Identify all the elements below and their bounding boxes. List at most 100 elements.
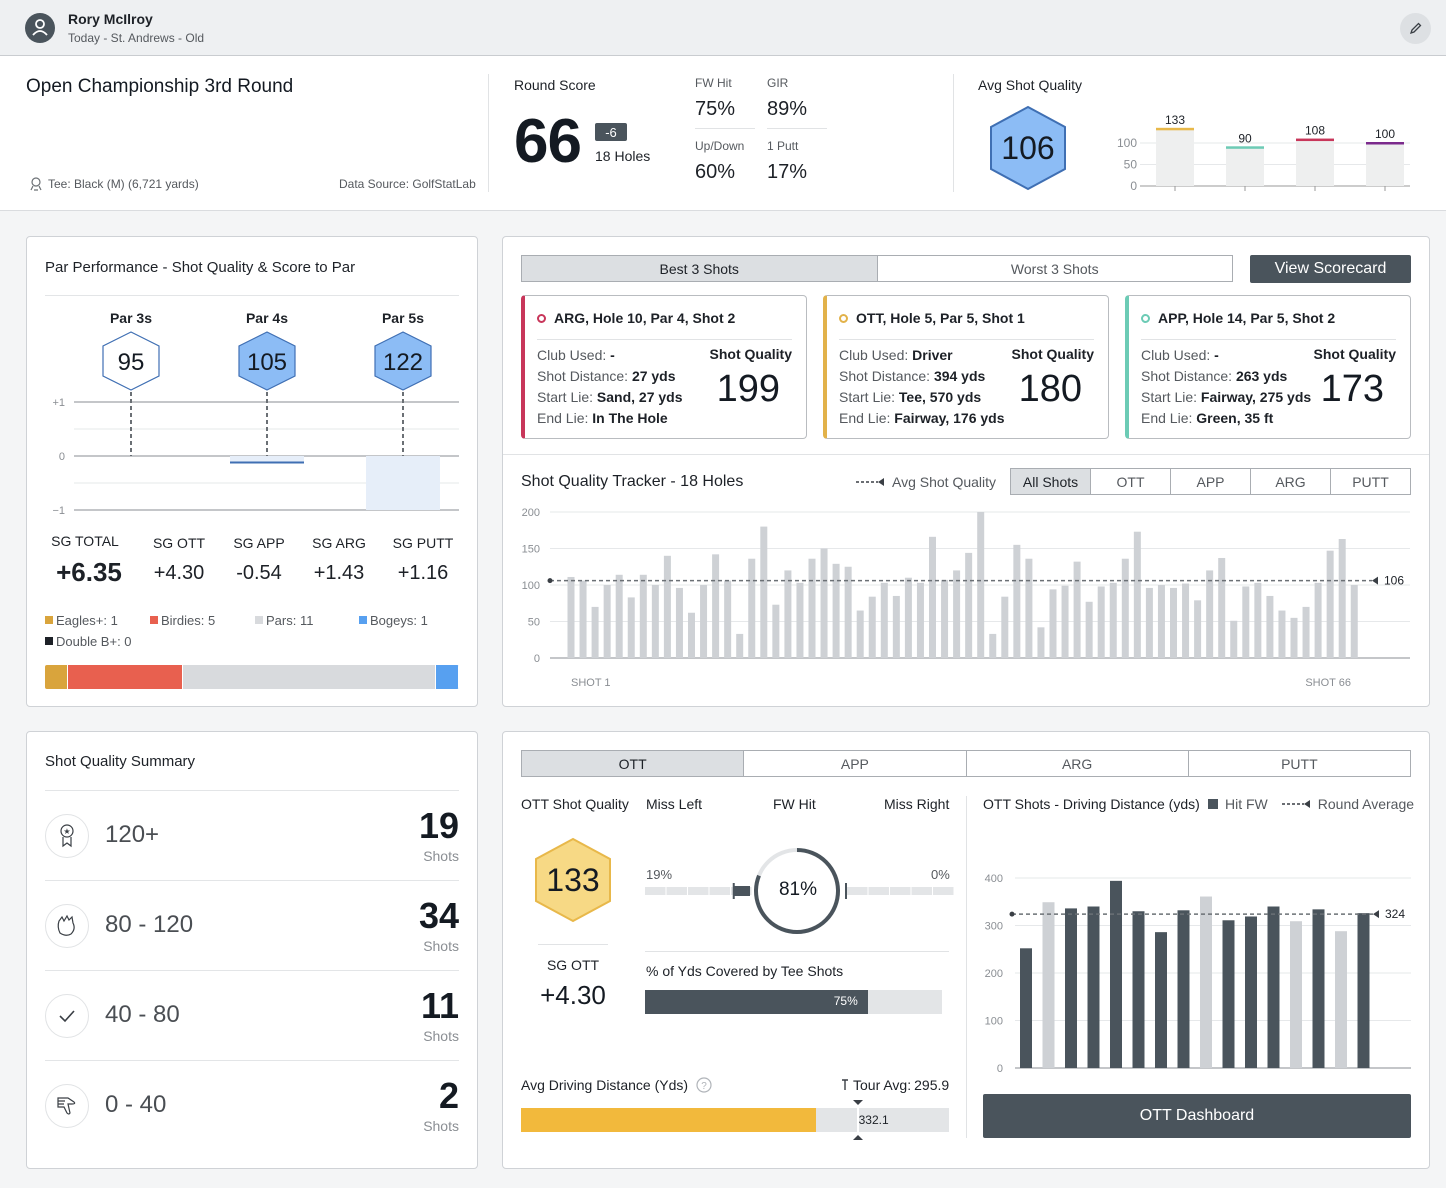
legend-swatch [255,616,263,624]
shot-bar [965,552,973,658]
tab-arg[interactable]: ARG [967,751,1189,776]
y-tick-label: 50 [1124,158,1138,172]
ott-chart-title: OTT Shots - Driving Distance (yds) [983,796,1200,812]
field-label: Shot Distance: [1141,368,1236,384]
shot-bar [892,595,900,658]
shot-bar [1145,587,1153,658]
hexagon-icon [990,105,1066,191]
shot-bar [748,558,756,658]
field-value: Green, 35 ft [1196,410,1274,426]
shot-bar [1338,539,1346,658]
ott-dashboard-button[interactable]: OTT Dashboard [983,1094,1411,1138]
shot-bar [844,566,852,658]
filter-putt[interactable]: PUTT [1352,473,1389,490]
score-distribution-segment [45,665,68,689]
filter-arg[interactable]: ARG [1251,469,1331,494]
shot-distance: Shot Distance: 394 yds [839,368,985,384]
gauge-fill [754,848,840,934]
divider [695,128,755,129]
svg-text:?: ? [701,1081,707,1092]
shot-bar [591,606,599,658]
round-header: Open Championship 3rd Round Tee: Black (… [0,56,1446,211]
avg-sq-value: 106 [1001,130,1055,166]
filter-all-shots[interactable]: All Shots [1011,469,1091,494]
summary-unit: Shots [423,938,459,954]
summary-unit: Shots [423,1028,459,1044]
legend-pars: Pars: 11 [255,613,313,628]
shot-quality-value: 173 [1320,368,1384,410]
edit-button[interactable] [1400,13,1431,44]
tab-putt[interactable]: PUTT [1281,755,1318,772]
driving-distance-fill [521,1108,816,1132]
shot-card[interactable]: OTT, Hole 5, Par 5, Shot 1 Club Used: Dr… [823,295,1109,439]
summary-row: ★ 120+ 19 Shots [45,790,459,880]
filter-app[interactable]: APP [1171,469,1251,494]
hexagon-icon [535,837,611,923]
shot-bar [868,596,876,658]
shot-bar [1206,570,1214,658]
drive-bar-miss [1200,896,1212,1068]
shot-bar [820,548,828,658]
legend-bogeys: Bogeys: 1 [359,613,428,628]
shot-bar [941,579,949,658]
par-group-label: Par 3s [110,310,152,326]
shot-bar [1049,589,1057,658]
coverage-bar: 75% [645,990,942,1014]
shot-bar [1266,595,1274,658]
tab-ott[interactable]: OTT [522,751,745,776]
summary-card: Shot Quality Summary ★ 120+ 19 Shots 80 … [26,731,478,1169]
par-group-label: Par 5s [382,310,424,326]
tracker-legend: Avg Shot Quality [856,474,996,490]
sg-putt-label: SG PUTT [392,535,454,551]
shot-bar [1194,600,1202,658]
field-value: Sand, 27 yds [596,389,683,405]
shot-bar [603,585,611,658]
divider [503,454,1429,455]
question-circle-icon[interactable]: ? [696,1077,712,1093]
avg-marker [1372,576,1378,585]
sg-arg-label: SG ARG [312,535,366,551]
shot-bar [772,604,780,658]
shot-bar [1133,531,1141,658]
drive-bar-hit [1312,909,1325,1068]
shot-bar [1326,550,1334,658]
round-title: Open Championship 3rd Round [26,76,294,97]
shot-card[interactable]: APP, Hole 14, Par 5, Shot 2 Club Used: -… [1125,295,1411,439]
shot-bar [1170,587,1177,658]
hexagon-icon [374,331,432,391]
field-value: Fairway, 176 yds [894,410,1005,426]
divider [45,295,459,296]
tab-best-shots[interactable]: Best 3 Shots [522,256,878,281]
shot-bar [1085,601,1093,658]
sg-ott-value: +4.30 [540,980,606,1010]
miss-left-pct: 19% [646,867,673,882]
avatar[interactable] [25,13,55,43]
sg-putt-value: +1.16 [397,562,449,584]
shot-bar [1242,586,1250,658]
tab-worst-shots[interactable]: Worst 3 Shots [1010,260,1099,277]
tab-app[interactable]: APP [744,751,967,776]
summary-row: 80 - 120 34 Shots [45,880,459,970]
legend-eagles: Eagles+: 1 [45,613,118,628]
field-label: Club Used: [839,347,913,363]
avg-sq-hexagon: 106 [988,104,1068,192]
bar-cap [1366,142,1404,145]
top-bar: Rory McIlroy Today - St. Andrews - Old [0,0,1446,56]
data-label: 100 [1375,127,1395,141]
view-scorecard-button[interactable]: View Scorecard [1250,255,1411,283]
shot-bar [1013,544,1021,658]
driving-distance-value: 332.1 [858,1113,889,1127]
filter-ott[interactable]: OTT [1091,469,1171,494]
svg-text:★: ★ [63,827,70,836]
miss-right-segment [911,887,932,895]
legend-doubles-text: Double B+: 0 [56,634,132,649]
legend-birdies: Birdies: 5 [150,613,215,628]
sg-arg-value: +1.43 [313,562,365,584]
miss-right-segment [868,887,889,895]
bar-cap [1296,138,1334,142]
score-distribution-segment [68,665,183,689]
shot-bar [675,587,683,658]
tee-info: Tee: Black (M) (6,721 yards) [28,176,199,192]
driving-distance-text: Avg Driving Distance (Yds) [521,1077,689,1093]
shot-card[interactable]: ARG, Hole 10, Par 4, Shot 2 Club Used: -… [521,295,807,439]
